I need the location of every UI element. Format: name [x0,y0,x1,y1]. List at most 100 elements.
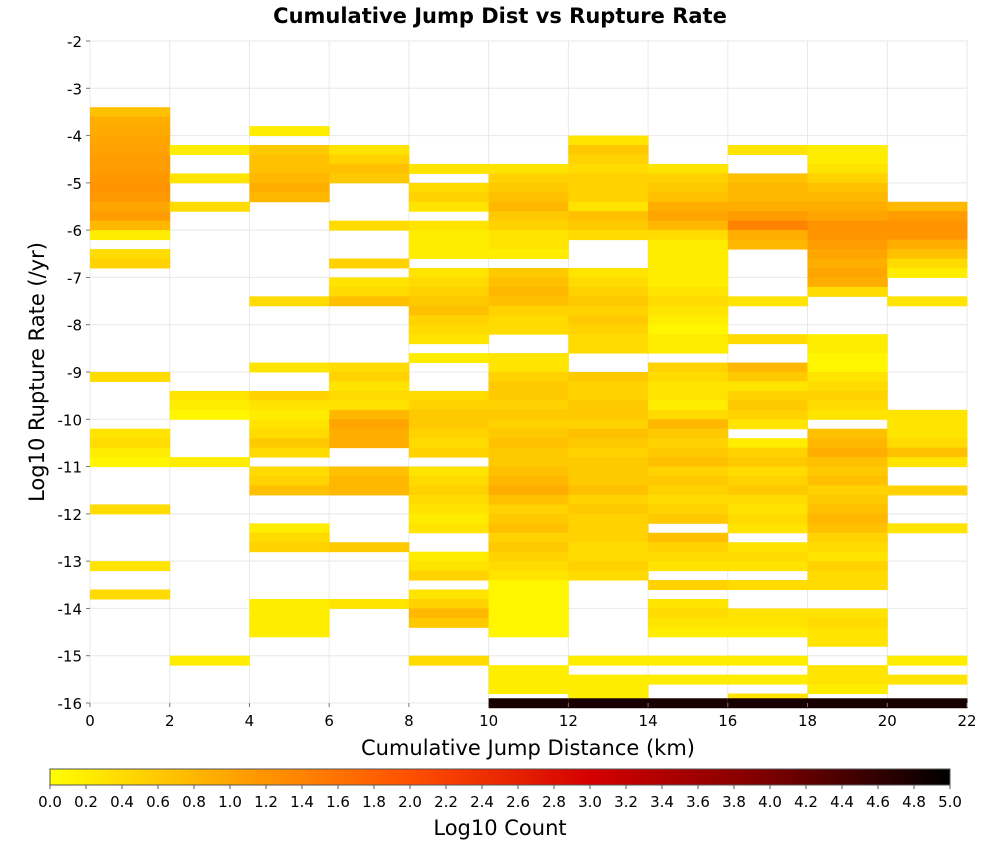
colorbar-tick-label: 2.8 [542,793,566,811]
heatmap-cell [887,220,968,231]
heatmap-cell [408,286,490,297]
heatmap-cell [568,343,649,354]
heatmap-cell [568,381,649,392]
heatmap-cell [648,249,729,260]
heatmap-cell [568,286,649,297]
y-tick-label: -8 [67,317,82,335]
heatmap-cell [329,419,410,430]
heatmap-cell [807,343,888,354]
heatmap-cell [568,438,649,449]
heatmap-cell [648,674,729,685]
heatmap-cell [568,201,649,212]
heatmap-cell [329,372,410,382]
y-tick-label: -13 [58,553,83,571]
heatmap-cell [887,239,968,250]
heatmap-cell [408,192,490,203]
heatmap-cell [568,211,649,222]
heatmap-cell [568,532,649,543]
heatmap-cell [329,362,410,373]
heatmap-cell [488,698,569,709]
heatmap-cell [488,372,569,382]
heatmap-cell [648,428,729,439]
y-tick-label: -7 [67,269,82,287]
heatmap-cell [727,466,809,477]
heatmap-cell [807,636,888,647]
x-axis-label: Cumulative Jump Distance (km) [361,736,695,760]
heatmap-cell [408,315,490,326]
heatmap-cell [648,466,729,477]
heatmap-cell [807,627,888,638]
heatmap-cell [727,296,809,307]
heatmap-cell [329,598,410,609]
y-axis-ticks: -2 -3 -4 -5 -6 -7 -8 -9 -10 -11 -12 -13 -14 -15 -16 [58,33,90,713]
colorbar-tick-label: 2.2 [434,793,458,811]
heatmap-cell [807,684,888,695]
heatmap-cell [90,589,171,600]
heatmap-cell [488,589,569,600]
heatmap-cell [90,107,171,118]
heatmap-cell [329,476,410,486]
heatmap-cell [249,145,330,155]
heatmap-cell [408,230,490,241]
heatmap-cell [488,239,569,250]
heatmap-cell [648,390,729,401]
heatmap-cell [488,173,569,184]
heatmap-cell [648,485,729,496]
heatmap-cell [568,655,649,666]
heatmap-cell [488,305,569,316]
heatmap-cell [807,674,888,685]
heatmap-cell [648,211,729,222]
y-tick-label: -14 [58,600,83,618]
heatmap-cell [488,362,569,373]
colorbar-tick-label: 1.2 [254,793,278,811]
heatmap-cell [807,230,888,241]
heatmap-cell [648,362,729,373]
heatmap-cell [329,163,410,174]
heatmap-cell [807,277,888,288]
heatmap-cell [648,561,729,572]
heatmap-cell [488,608,569,619]
heatmap-cell [807,494,888,505]
heatmap-cell [648,267,729,278]
heatmap-cell [90,182,171,193]
heatmap-cell [408,353,490,364]
heatmap-cell [807,334,888,345]
heatmap-cell [727,513,809,524]
heatmap-cell [408,617,490,628]
heatmap-cell [249,532,330,543]
heatmap-cell [807,286,888,297]
y-tick-label: -3 [67,80,82,98]
heatmap-cell [568,182,649,193]
heatmap-cell [249,428,330,439]
heatmap-cell [249,296,330,307]
colorbar-tick-label: 1.0 [218,793,242,811]
heatmap-cell [807,163,888,174]
heatmap-cell [249,617,330,628]
colorbar-tick-label: 4.4 [830,793,854,811]
heatmap-cell [807,485,888,496]
heatmap-cell [90,116,171,127]
heatmap-cell [408,655,490,666]
heatmap-cell [329,485,410,496]
y-tick-label: -15 [58,648,83,666]
x-tick-label: 12 [559,712,578,730]
heatmap-cell [408,476,490,486]
heatmap-cell [648,419,729,430]
heatmap-cell [727,580,809,591]
heatmap-cell [408,504,490,515]
heatmap-cell [249,173,330,184]
heatmap-cell [887,674,968,685]
colorbar-tick-label: 3.2 [614,793,638,811]
heatmap-cell [488,542,569,553]
heatmap-cell [727,201,809,212]
heatmap-cell [807,381,888,392]
heatmap-cell [408,267,490,278]
heatmap-cell [887,258,968,269]
heatmap-cell [488,428,569,439]
heatmap-cell [488,476,569,486]
heatmap-cell [488,315,569,326]
heatmap-cell [329,277,410,288]
heatmap-cell [727,523,809,534]
heatmap-cell [90,230,171,241]
